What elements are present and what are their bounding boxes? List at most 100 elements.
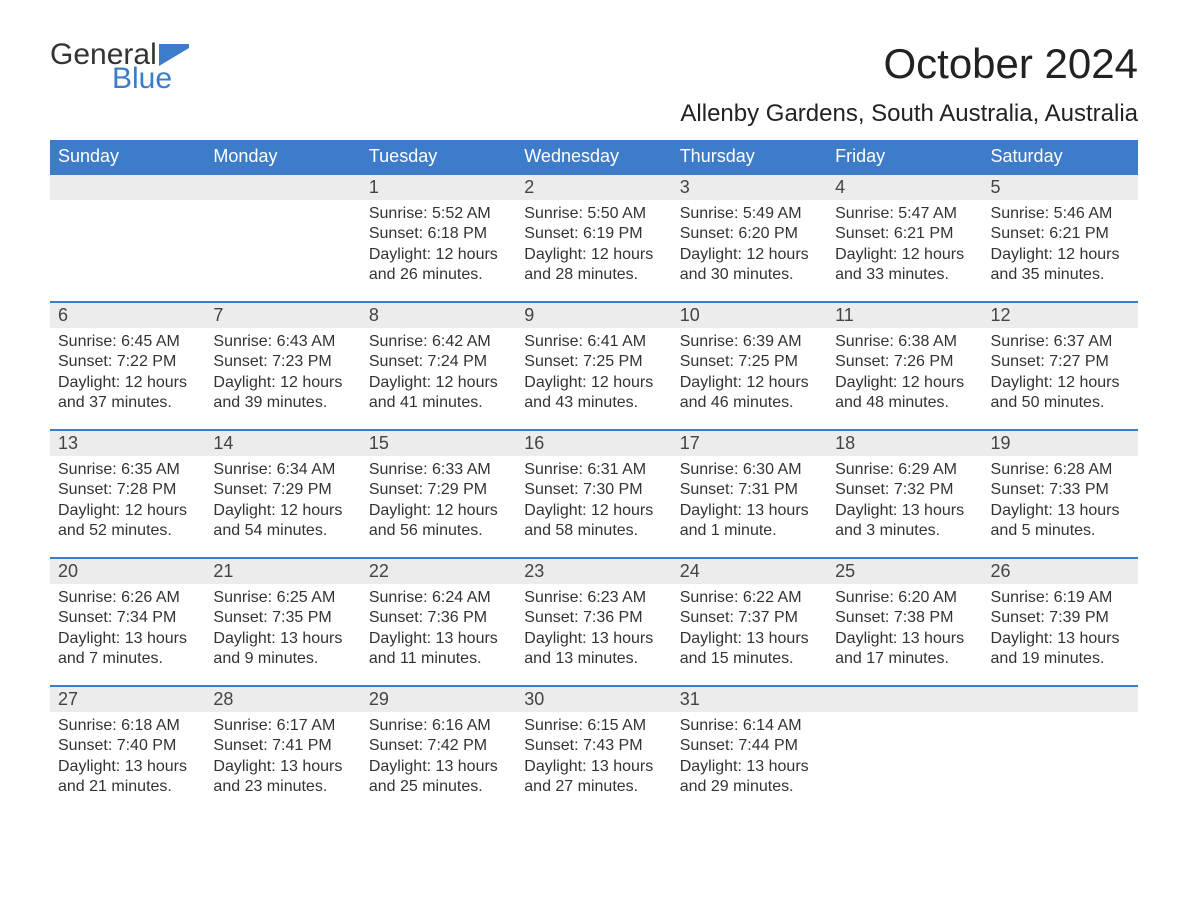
sunset-line: Sunset: 7:30 PM [524,480,663,500]
daylight-line: Daylight: 12 hours and 48 minutes. [835,373,974,414]
sunset-line: Sunset: 7:29 PM [369,480,508,500]
daylight-line: Daylight: 12 hours and 46 minutes. [680,373,819,414]
sunset-line: Sunset: 7:40 PM [58,736,197,756]
calendar-day-cell: 20Sunrise: 6:26 AMSunset: 7:34 PMDayligh… [50,557,205,685]
day-details [983,712,1138,724]
calendar-day-cell: 27Sunrise: 6:18 AMSunset: 7:40 PMDayligh… [50,685,205,813]
day-number [205,173,360,200]
weekday-header: Tuesday [361,140,516,173]
day-number: 13 [50,429,205,456]
daylight-line: Daylight: 12 hours and 58 minutes. [524,501,663,542]
day-details: Sunrise: 6:15 AMSunset: 7:43 PMDaylight:… [516,712,671,806]
day-number: 27 [50,685,205,712]
day-details: Sunrise: 6:30 AMSunset: 7:31 PMDaylight:… [672,456,827,550]
weekday-header: Thursday [672,140,827,173]
sunset-line: Sunset: 7:36 PM [524,608,663,628]
day-number: 20 [50,557,205,584]
calendar-day-cell [827,685,982,813]
sunrise-line: Sunrise: 5:49 AM [680,204,819,224]
daylight-line: Daylight: 13 hours and 9 minutes. [213,629,352,670]
daylight-line: Daylight: 13 hours and 21 minutes. [58,757,197,798]
daylight-line: Daylight: 13 hours and 13 minutes. [524,629,663,670]
sunset-line: Sunset: 7:38 PM [835,608,974,628]
sunrise-line: Sunrise: 6:16 AM [369,716,508,736]
calendar-day-cell: 30Sunrise: 6:15 AMSunset: 7:43 PMDayligh… [516,685,671,813]
sunrise-line: Sunrise: 6:34 AM [213,460,352,480]
sunset-line: Sunset: 7:25 PM [680,352,819,372]
day-number: 15 [361,429,516,456]
sunset-line: Sunset: 7:29 PM [213,480,352,500]
sunrise-line: Sunrise: 6:38 AM [835,332,974,352]
brand-logo: General Blue [50,40,189,94]
daylight-line: Daylight: 13 hours and 1 minute. [680,501,819,542]
day-number: 31 [672,685,827,712]
day-details: Sunrise: 6:29 AMSunset: 7:32 PMDaylight:… [827,456,982,550]
day-number: 12 [983,301,1138,328]
sunset-line: Sunset: 6:18 PM [369,224,508,244]
day-number: 10 [672,301,827,328]
title-block: October 2024 [883,40,1138,88]
calendar-day-cell: 31Sunrise: 6:14 AMSunset: 7:44 PMDayligh… [672,685,827,813]
calendar-table: Sunday Monday Tuesday Wednesday Thursday… [50,140,1138,813]
sunrise-line: Sunrise: 6:17 AM [213,716,352,736]
day-number: 5 [983,173,1138,200]
daylight-line: Daylight: 12 hours and 33 minutes. [835,245,974,286]
daylight-line: Daylight: 13 hours and 19 minutes. [991,629,1130,670]
daylight-line: Daylight: 12 hours and 26 minutes. [369,245,508,286]
daylight-line: Daylight: 12 hours and 28 minutes. [524,245,663,286]
calendar-day-cell: 13Sunrise: 6:35 AMSunset: 7:28 PMDayligh… [50,429,205,557]
sunset-line: Sunset: 7:26 PM [835,352,974,372]
calendar-day-cell: 19Sunrise: 6:28 AMSunset: 7:33 PMDayligh… [983,429,1138,557]
calendar-day-cell [983,685,1138,813]
sunrise-line: Sunrise: 6:24 AM [369,588,508,608]
day-number: 2 [516,173,671,200]
daylight-line: Daylight: 13 hours and 7 minutes. [58,629,197,670]
day-number: 23 [516,557,671,584]
day-details: Sunrise: 6:34 AMSunset: 7:29 PMDaylight:… [205,456,360,550]
calendar-day-cell: 4Sunrise: 5:47 AMSunset: 6:21 PMDaylight… [827,173,982,301]
calendar-day-cell: 6Sunrise: 6:45 AMSunset: 7:22 PMDaylight… [50,301,205,429]
day-number: 1 [361,173,516,200]
daylight-line: Daylight: 12 hours and 56 minutes. [369,501,508,542]
sunset-line: Sunset: 6:19 PM [524,224,663,244]
weekday-header: Monday [205,140,360,173]
day-number: 9 [516,301,671,328]
day-details: Sunrise: 5:50 AMSunset: 6:19 PMDaylight:… [516,200,671,294]
weekday-header: Saturday [983,140,1138,173]
calendar-week-row: 6Sunrise: 6:45 AMSunset: 7:22 PMDaylight… [50,301,1138,429]
sunrise-line: Sunrise: 6:33 AM [369,460,508,480]
sunrise-line: Sunrise: 6:45 AM [58,332,197,352]
daylight-line: Daylight: 12 hours and 54 minutes. [213,501,352,542]
daylight-line: Daylight: 13 hours and 5 minutes. [991,501,1130,542]
calendar-week-row: 1Sunrise: 5:52 AMSunset: 6:18 PMDaylight… [50,173,1138,301]
day-number: 17 [672,429,827,456]
day-details: Sunrise: 5:49 AMSunset: 6:20 PMDaylight:… [672,200,827,294]
daylight-line: Daylight: 13 hours and 15 minutes. [680,629,819,670]
header: General Blue October 2024 [50,40,1138,94]
day-number: 3 [672,173,827,200]
sunrise-line: Sunrise: 6:22 AM [680,588,819,608]
day-details [205,200,360,212]
day-details: Sunrise: 6:19 AMSunset: 7:39 PMDaylight:… [983,584,1138,678]
day-details: Sunrise: 6:26 AMSunset: 7:34 PMDaylight:… [50,584,205,678]
day-details: Sunrise: 5:46 AMSunset: 6:21 PMDaylight:… [983,200,1138,294]
sunset-line: Sunset: 7:32 PM [835,480,974,500]
sunset-line: Sunset: 6:21 PM [991,224,1130,244]
calendar-day-cell: 18Sunrise: 6:29 AMSunset: 7:32 PMDayligh… [827,429,982,557]
daylight-line: Daylight: 13 hours and 11 minutes. [369,629,508,670]
day-details: Sunrise: 6:16 AMSunset: 7:42 PMDaylight:… [361,712,516,806]
sunset-line: Sunset: 7:39 PM [991,608,1130,628]
brand-word2: Blue [112,64,172,94]
sunset-line: Sunset: 7:36 PM [369,608,508,628]
calendar-day-cell: 28Sunrise: 6:17 AMSunset: 7:41 PMDayligh… [205,685,360,813]
sunset-line: Sunset: 7:35 PM [213,608,352,628]
daylight-line: Daylight: 12 hours and 41 minutes. [369,373,508,414]
calendar-day-cell: 1Sunrise: 5:52 AMSunset: 6:18 PMDaylight… [361,173,516,301]
day-details: Sunrise: 6:23 AMSunset: 7:36 PMDaylight:… [516,584,671,678]
day-details: Sunrise: 6:42 AMSunset: 7:24 PMDaylight:… [361,328,516,422]
sunset-line: Sunset: 7:33 PM [991,480,1130,500]
sunset-line: Sunset: 7:24 PM [369,352,508,372]
sunset-line: Sunset: 7:31 PM [680,480,819,500]
day-number: 4 [827,173,982,200]
daylight-line: Daylight: 13 hours and 23 minutes. [213,757,352,798]
